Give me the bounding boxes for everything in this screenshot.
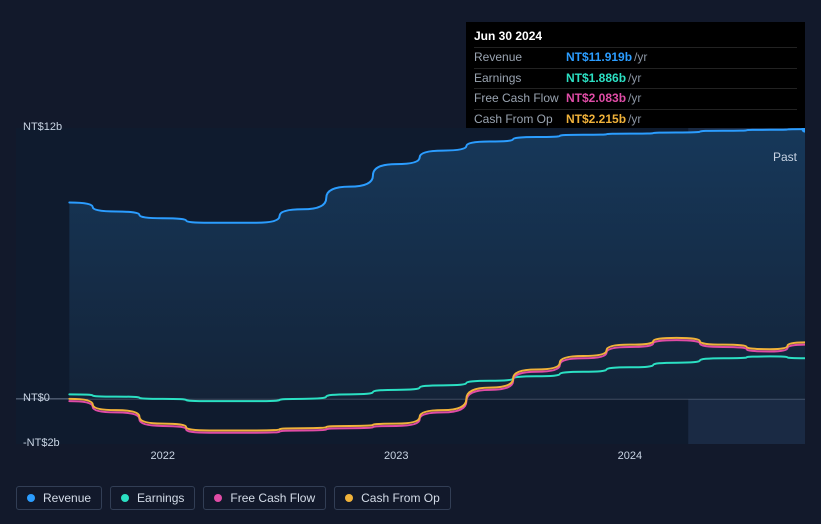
legend-label: Free Cash Flow xyxy=(230,491,315,505)
legend-item-cfo[interactable]: Cash From Op xyxy=(334,486,451,510)
financials-chart[interactable]: Past NT$12bNT$0-NT$2b 202220232024 xyxy=(16,128,805,444)
tooltip-key: Revenue xyxy=(474,49,566,66)
chart-svg xyxy=(16,128,805,444)
tooltip-key: Earnings xyxy=(474,70,566,87)
legend-dot xyxy=(27,494,35,502)
tooltip-date: Jun 30 2024 xyxy=(474,26,797,47)
y-tick-label: NT$0 xyxy=(23,392,50,404)
tooltip-box: Jun 30 2024 Revenue NT$11.919b /yr Earni… xyxy=(466,22,805,133)
legend-item-revenue[interactable]: Revenue xyxy=(16,486,102,510)
tooltip-unit: /yr xyxy=(634,49,647,66)
legend-dot xyxy=(214,494,222,502)
x-tick-label: 2024 xyxy=(618,450,642,462)
tooltip-value: NT$2.215b xyxy=(566,111,626,128)
y-tick-label: -NT$2b xyxy=(23,437,60,449)
tooltip-row: Revenue NT$11.919b /yr xyxy=(474,47,797,67)
tooltip-key: Free Cash Flow xyxy=(474,90,566,107)
y-tick-label: NT$12b xyxy=(23,121,62,133)
past-label: Past xyxy=(773,150,797,164)
legend: Revenue Earnings Free Cash Flow Cash Fro… xyxy=(16,486,451,510)
legend-label: Earnings xyxy=(137,491,184,505)
legend-item-fcf[interactable]: Free Cash Flow xyxy=(203,486,326,510)
x-tick-label: 2023 xyxy=(384,450,408,462)
legend-label: Revenue xyxy=(43,491,91,505)
legend-item-earnings[interactable]: Earnings xyxy=(110,486,195,510)
tooltip-key: Cash From Op xyxy=(474,111,566,128)
legend-dot xyxy=(121,494,129,502)
x-tick-label: 2022 xyxy=(151,450,175,462)
tooltip-row: Earnings NT$1.886b /yr xyxy=(474,68,797,88)
legend-label: Cash From Op xyxy=(361,491,440,505)
tooltip-value: NT$2.083b xyxy=(566,90,626,107)
tooltip-row: Cash From Op NT$2.215b /yr xyxy=(474,109,797,129)
tooltip-row: Free Cash Flow NT$2.083b /yr xyxy=(474,88,797,108)
tooltip-unit: /yr xyxy=(628,70,641,87)
tooltip-value: NT$11.919b xyxy=(566,49,632,66)
tooltip-unit: /yr xyxy=(628,111,641,128)
tooltip-unit: /yr xyxy=(628,90,641,107)
tooltip-value: NT$1.886b xyxy=(566,70,626,87)
legend-dot xyxy=(345,494,353,502)
